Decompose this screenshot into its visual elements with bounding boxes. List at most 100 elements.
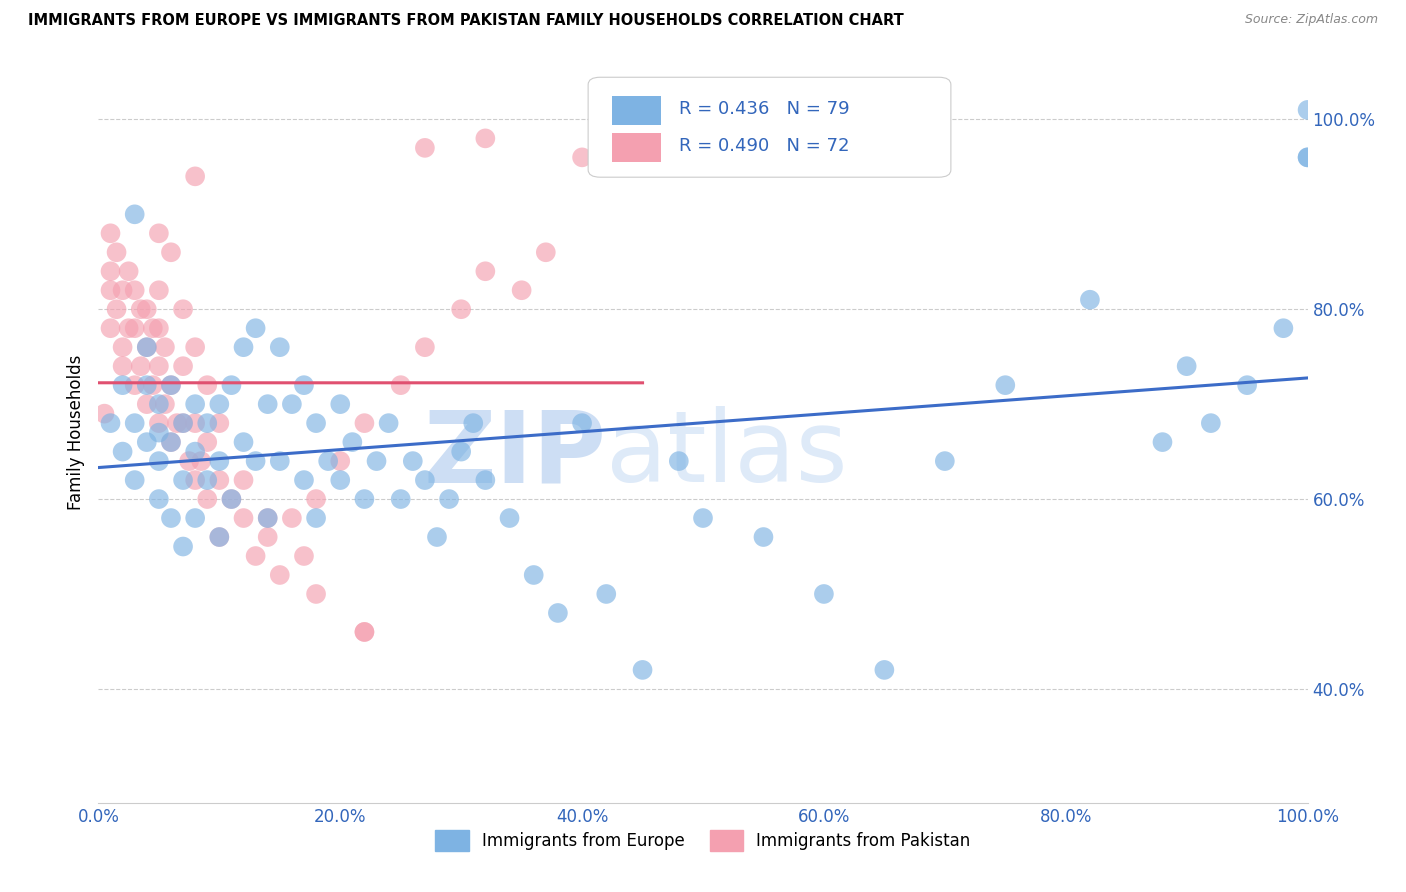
Point [208,530,231,544]
Point [292,549,315,563]
Point [342,435,364,450]
Point [129,302,152,317]
Point [135,435,157,450]
Point [166,416,188,430]
Point [534,245,557,260]
Point [232,473,254,487]
Point [100,416,122,430]
Point [129,359,152,374]
Point [571,416,593,430]
FancyBboxPatch shape [613,133,661,162]
Point [413,340,436,354]
Point [353,624,375,639]
Point [105,302,128,317]
Point [366,454,388,468]
Point [523,568,546,582]
Point [160,435,183,450]
Point [208,454,231,468]
Point [160,378,183,392]
Point [160,245,183,260]
Point [153,340,176,354]
Point [813,587,835,601]
Legend: Immigrants from Europe, Immigrants from Pakistan: Immigrants from Europe, Immigrants from … [429,823,977,857]
Point [353,416,375,430]
Point [256,511,278,525]
Point [1175,359,1198,374]
Point [148,283,170,297]
FancyBboxPatch shape [588,78,950,178]
Point [172,540,194,554]
Point [111,378,134,392]
Point [221,491,243,506]
Point [1078,293,1101,307]
FancyBboxPatch shape [613,95,661,126]
Point [153,397,176,411]
Point [118,264,141,278]
Point [631,663,654,677]
Point [402,454,425,468]
Point [124,473,146,487]
Point [329,454,352,468]
Point [305,416,328,430]
Point [118,321,141,335]
Point [269,340,291,354]
Point [498,511,520,525]
Point [934,454,956,468]
Point [100,283,122,297]
Point [142,378,165,392]
Point [195,435,218,450]
Point [184,444,207,458]
Point [184,340,207,354]
Point [208,397,231,411]
Point [547,606,569,620]
Point [142,321,165,335]
Text: atlas: atlas [606,407,848,503]
Point [135,302,157,317]
Point [1152,435,1174,450]
Point [437,491,460,506]
Point [269,454,291,468]
Point [329,397,352,411]
Point [668,454,690,468]
Point [148,416,170,430]
Point [100,321,122,335]
Text: ZIP: ZIP [423,407,606,503]
Point [148,491,170,506]
Point [474,131,496,145]
Point [124,416,146,430]
Point [172,416,194,430]
Point [221,491,243,506]
Point [148,227,170,241]
Point [389,378,412,392]
Point [208,473,231,487]
Point [111,359,134,374]
Point [135,340,157,354]
Point [752,530,775,544]
Point [692,511,714,525]
Point [100,227,122,241]
Point [1296,103,1319,117]
Point [221,378,243,392]
Point [195,378,218,392]
Point [148,359,170,374]
Point [124,321,146,335]
Point [305,511,328,525]
Point [172,302,194,317]
Point [232,511,254,525]
Point [256,511,278,525]
Point [245,321,267,335]
Point [160,511,183,525]
Text: R = 0.490   N = 72: R = 0.490 N = 72 [679,137,849,155]
Text: R = 0.436   N = 79: R = 0.436 N = 79 [679,100,849,118]
Point [148,321,170,335]
Point [208,530,231,544]
Point [450,444,472,458]
Point [190,454,212,468]
Point [389,491,412,506]
Point [111,444,134,458]
Point [179,454,201,468]
Point [305,491,328,506]
Point [450,302,472,317]
Point [184,473,207,487]
Point [160,378,183,392]
